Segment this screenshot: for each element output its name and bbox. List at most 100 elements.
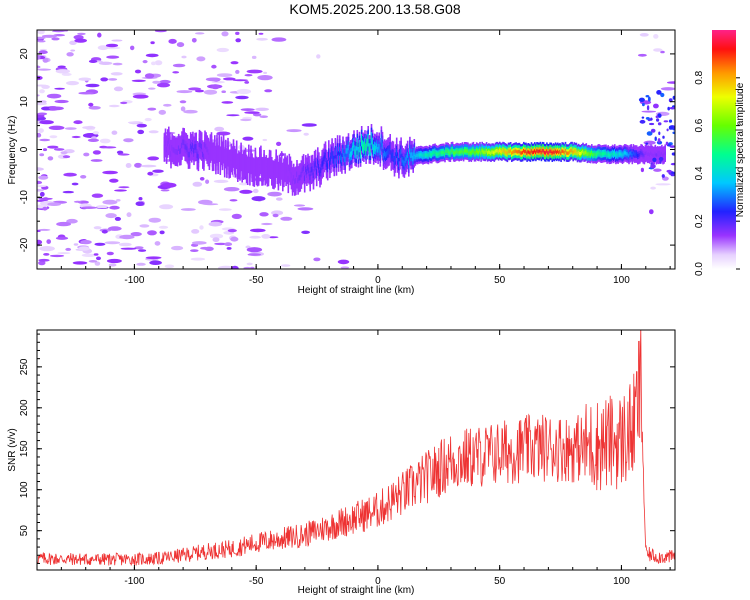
spectrogram-noise-cell	[140, 164, 157, 168]
spectrogram-noise-cell	[261, 222, 273, 226]
colorbar-tick-label: 0.8	[694, 70, 705, 84]
spectrogram-cell	[437, 152, 440, 156]
spectrogram-noise-cell	[151, 61, 156, 66]
spectrogram-cell	[514, 149, 516, 154]
spectrogram-noise-cell	[105, 213, 117, 219]
snr-x-tick-label: 0	[375, 576, 381, 587]
spectrogram-cell	[222, 146, 225, 152]
spectrogram-cell	[212, 153, 215, 160]
spectrogram-cell	[335, 158, 338, 165]
spectrogram-cell	[345, 148, 348, 154]
spectrogram-cell	[493, 151, 496, 155]
spectrogram-cell	[389, 145, 391, 151]
spectrogram-noise-cell	[271, 37, 287, 42]
spectrogram-cell	[445, 149, 447, 153]
spectrogram-cell	[378, 144, 380, 150]
spectrogram-noise-cell	[110, 72, 123, 76]
spectrogram-cell	[558, 150, 560, 155]
spectrogram-noise-cell	[191, 241, 207, 245]
spectrogram-cell	[226, 160, 228, 167]
spectrogram-cell	[502, 148, 504, 153]
spectrogram-cell	[525, 149, 527, 154]
spectrogram-cell	[641, 151, 643, 156]
spectrogram-cell	[524, 149, 526, 154]
spectrogram-cell	[598, 151, 601, 155]
spectrogram-cell	[511, 151, 513, 155]
spectrogram-cell	[377, 147, 379, 153]
spectrogram-cell	[421, 153, 423, 157]
spectrogram-noise-cell	[180, 208, 196, 211]
spectrogram-cell	[174, 148, 177, 155]
spectrogram-noise-cell	[235, 95, 249, 100]
spectrogram-cell	[256, 169, 259, 175]
spectrogram-cell	[604, 151, 606, 156]
spectrogram-cell	[317, 158, 319, 165]
spectrogram-noise-cell	[94, 242, 106, 246]
spectrogram-cell	[412, 155, 414, 162]
spectrogram-noise-cell	[97, 32, 102, 38]
spectrogram-cell	[566, 151, 569, 155]
spectrogram-cell	[555, 150, 558, 155]
spectrogram-noise-cell	[147, 107, 157, 111]
spectrogram-noise-cell	[116, 150, 124, 155]
spectrogram-cell	[480, 151, 482, 155]
spectrogram-noise-cell	[670, 162, 675, 166]
spectrogram-cell	[531, 150, 534, 155]
spectrogram-cell	[199, 142, 202, 149]
spectrogram-noise-cell	[108, 226, 122, 231]
spectrogram-cell	[375, 146, 377, 152]
spectrogram-cell	[465, 149, 467, 153]
spectrogram-cell	[265, 166, 268, 173]
spectrogram-cell	[642, 153, 645, 157]
spectrogram-cell	[497, 150, 500, 154]
spectrogram-cell	[320, 167, 322, 174]
spectrogram-noise-cell	[297, 207, 314, 211]
spectrogram-cell	[506, 151, 509, 155]
spectrogram-noise-cell	[152, 169, 164, 173]
spectrogram-cell	[534, 149, 536, 153]
spectrogram-cell	[585, 150, 588, 154]
spectrogram-cell	[576, 151, 579, 156]
spectrogram-cell	[450, 149, 453, 153]
spectrogram-noise-cell	[48, 125, 65, 130]
spectrogram-noise-cell	[118, 186, 130, 189]
spectrogram-cell	[491, 150, 493, 154]
spectrogram-noise-cell	[191, 229, 200, 234]
spectrogram-noise-cell	[136, 262, 146, 266]
spectrogram-noise-cell	[108, 263, 117, 267]
spectrogram-noise-cell	[118, 242, 132, 247]
snr-x-tick-label: -50	[249, 576, 264, 587]
spectrogram-cell	[264, 168, 266, 174]
spectrogram-noise-cell	[126, 212, 132, 218]
spectrogram-cell	[532, 150, 535, 154]
spectrogram-cell	[209, 145, 212, 152]
spectrogram-cell	[626, 152, 628, 156]
spectrogram-cell	[243, 161, 246, 167]
spectrogram-noise-cell	[63, 172, 77, 177]
spectrogram-cell	[165, 146, 168, 153]
colorbar-ticks: 0.0 0.2 0.4 0.6 0.8	[694, 70, 740, 276]
spectrogram-cell	[379, 149, 382, 156]
spectrogram-cell	[608, 153, 611, 157]
spectrogram-noise-cell	[657, 138, 661, 143]
spectrogram-noise-cell	[157, 82, 170, 88]
snr-x-tick-label: 50	[494, 576, 506, 587]
spectrogram-cell	[635, 152, 638, 156]
spectrogram-noise-cell	[218, 265, 234, 269]
spectrogram-noise-cell	[213, 179, 229, 183]
spectrogram-cell	[444, 151, 446, 156]
spectrogram-y-tick-label: -20	[19, 237, 30, 252]
spectrogram-cell	[334, 149, 337, 156]
spectrogram-noise-cell	[646, 105, 650, 111]
spectrogram-noise-cell	[261, 234, 271, 239]
spectrogram-noise-cell	[81, 206, 97, 209]
spectrogram-noise-cell	[159, 79, 171, 84]
spectrogram-noise-cell	[88, 102, 94, 107]
spectrogram-cell	[415, 153, 418, 158]
spectrogram-cell	[252, 169, 254, 175]
spectrogram-cell	[215, 157, 217, 163]
colorbar-gradient	[712, 30, 736, 269]
spectrogram-cell	[259, 158, 261, 165]
